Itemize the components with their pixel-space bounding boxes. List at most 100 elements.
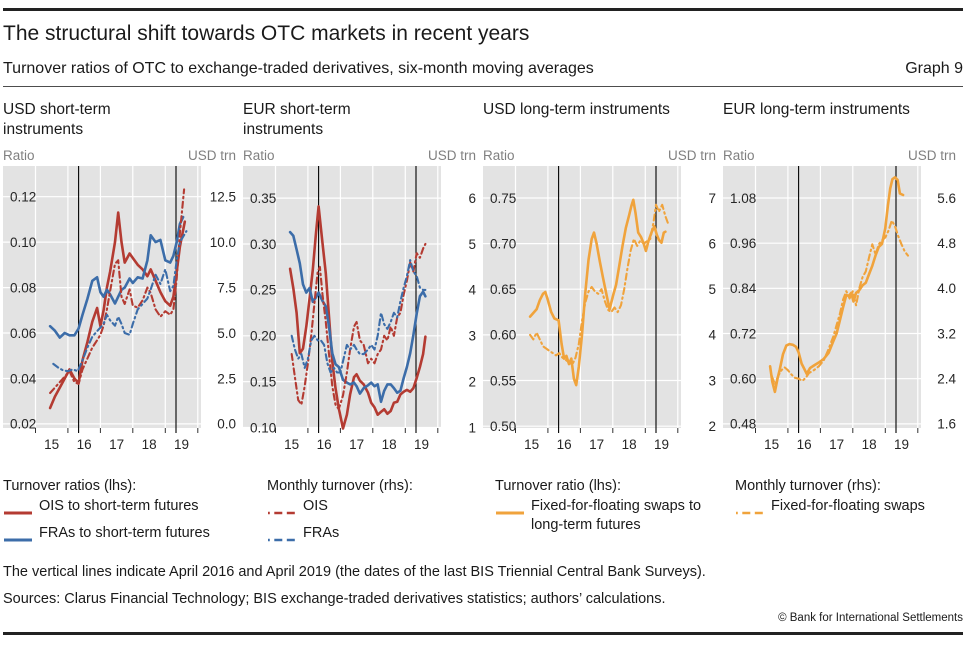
- panel-title: USD short-term instruments: [3, 101, 111, 139]
- right-axis-tick-label: 2: [708, 419, 716, 434]
- legend-item-fras: FRAs: [267, 524, 483, 549]
- left-axis-tick-label: 0.02: [10, 417, 36, 432]
- right-axis-unit-label: USD trn: [907, 148, 956, 164]
- axis-units-row: Ratio USD trn: [483, 144, 723, 166]
- series-line-fras-to-short-term-futures-ratio: [48, 216, 185, 340]
- legend-item-label: Fixed-for-floating swaps: [771, 498, 925, 515]
- right-axis-tick-label: 1.6: [937, 417, 956, 432]
- chart-panel-usd-short-term-instruments: USD short-term instruments Ratio USD trn 0.0…: [3, 100, 243, 464]
- left-axis-tick-label: 1.08: [730, 191, 756, 206]
- right-axis-tick-label: 5.6: [937, 191, 956, 206]
- left-axis-tick-label: 0.60: [730, 372, 756, 387]
- legend-header: Turnover ratios (lhs):: [3, 478, 137, 495]
- right-axis-unit-label: USD trn: [427, 148, 476, 164]
- plot-background: [3, 166, 201, 429]
- axis-units-row: Ratio USD trn: [3, 144, 243, 166]
- chart-svg: 0.48 0.60 0.72 0.84 0.96 1.08 1.6 2.4 3.2 4.0 4.8 5…: [723, 166, 956, 452]
- left-axis-unit-label: Ratio: [243, 148, 275, 164]
- bottom-rule: [3, 632, 963, 636]
- x-axis-tick-label: 19: [894, 437, 909, 452]
- right-axis-tick-label: 7.5: [217, 281, 236, 296]
- right-axis-tick-label: 3: [468, 329, 476, 344]
- right-axis-tick-label: 5: [468, 237, 476, 252]
- series-line-fixed-for-floating-swaps-monthly-turnover: [770, 219, 910, 386]
- series-line-fixed-for-floating-swaps-ratio: [768, 176, 905, 394]
- sources-text: Sources: Clarus Financial Technology; BI…: [3, 591, 666, 608]
- left-axis-tick-label: 0.10: [10, 235, 36, 250]
- chart-svg: 0.10 0.15 0.20 0.25 0.30 0.35 1 2 3 4 5 6 15 16 17 18 19: [243, 166, 476, 452]
- legend-swatch-svg: [4, 511, 32, 515]
- left-axis-tick-label: 0.10: [250, 421, 276, 436]
- right-axis-tick-label: 12.5: [210, 190, 236, 205]
- legend-header: Turnover ratio (lhs):: [495, 478, 621, 495]
- legend-item-label: FRAs: [303, 525, 340, 542]
- right-axis-tick-label: 6: [468, 191, 476, 206]
- chart-subtitle: Turnover ratios of OTC to exchange-trade…: [3, 60, 594, 78]
- right-axis-tick-label: 5.0: [217, 326, 236, 341]
- copyright-text: © Bank for International Settlements: [778, 612, 963, 625]
- chart-panel-usd-long-term-instruments: USD long-term instruments Ratio USD trn 0.5…: [483, 100, 723, 464]
- series-line-fixed-for-floating-swaps-ratio: [528, 198, 667, 387]
- footnote-text: The vertical lines indicate April 2016 a…: [3, 564, 706, 581]
- legend-item-label: OIS: [303, 498, 328, 515]
- x-axis-tick-label: 18: [622, 437, 637, 452]
- right-axis-tick-label: 2: [468, 375, 476, 390]
- right-axis-unit-label: USD trn: [667, 148, 716, 164]
- left-axis-tick-label: 0.84: [730, 281, 757, 296]
- left-axis-tick-label: 0.12: [10, 190, 36, 205]
- left-axis-tick-label: 0.65: [490, 282, 516, 297]
- left-axis-tick-label: 0.50: [490, 419, 516, 434]
- right-axis-tick-label: 2.4: [937, 372, 956, 387]
- legend-header: Monthly turnover (rhs):: [735, 478, 881, 495]
- right-axis-tick-label: 2.5: [217, 372, 236, 387]
- x-axis-tick-label: 16: [317, 437, 332, 452]
- panel-title: USD long-term instruments: [483, 101, 670, 119]
- right-axis-tick-label: 5: [708, 282, 716, 297]
- x-axis-tick-label: 19: [174, 437, 189, 452]
- legend-item-ois-to-short-term-futures: OIS to short-term futures: [3, 497, 243, 522]
- right-axis-tick-label: 6: [708, 237, 716, 252]
- series-line-fras-to-short-term-futures-ratio: [288, 231, 427, 404]
- legend-row: Turnover ratios (lhs): OIS to short-term …: [3, 478, 963, 551]
- legend-group-monthly-turnover-rhs: Monthly turnover (rhs): OIS FRAs: [243, 478, 483, 551]
- legend-item-fixed-for-floating-swaps: Fixed-for-floating swaps: [735, 497, 963, 522]
- right-axis-tick-label: 10.0: [210, 235, 236, 250]
- panel-title: EUR long-term instruments: [723, 101, 910, 119]
- series-line-ois-to-short-term-futures-ratio: [288, 205, 427, 431]
- series-line-fras-monthly-turnover: [52, 230, 188, 373]
- dashed-line-swatch-icon: [267, 497, 303, 522]
- right-axis-tick-label: 3.2: [937, 327, 956, 342]
- right-axis-unit-label: USD trn: [187, 148, 236, 164]
- legend-item-fixed-for-floating-swaps-to-long-term-futures: Fixed-for-floating swaps to long-term fu…: [495, 497, 723, 535]
- left-axis-tick-label: 0.15: [250, 375, 276, 390]
- right-axis-tick-label: 0.0: [217, 417, 236, 432]
- page-title: The structural shift towards OTC markets…: [3, 22, 530, 45]
- series-line-fras-monthly-turnover: [290, 259, 427, 374]
- right-axis-tick-label: 4: [468, 283, 476, 298]
- legend-header: Monthly turnover (rhs):: [267, 478, 413, 495]
- left-axis-unit-label: Ratio: [483, 148, 515, 164]
- top-rule: [3, 8, 963, 11]
- chart-svg: 0.50 0.55 0.60 0.65 0.70 0.75 2 3 4 5 6 7 15 16 17 18 19: [483, 166, 716, 452]
- legend-swatch-svg: [736, 512, 764, 515]
- left-axis-tick-label: 0.35: [250, 191, 276, 206]
- left-axis-tick-label: 0.08: [10, 281, 36, 296]
- legend-swatch-svg: [4, 538, 32, 542]
- x-axis-tick-label: 17: [349, 437, 364, 452]
- legend-item-ois: OIS: [267, 497, 483, 522]
- left-axis-unit-label: Ratio: [723, 148, 755, 164]
- series-line-fixed-for-floating-swaps-monthly-turnover: [529, 204, 670, 366]
- x-axis-tick-label: 16: [77, 437, 92, 452]
- axis-units-row: Ratio USD trn: [723, 144, 963, 166]
- x-axis-tick-label: 18: [862, 437, 877, 452]
- right-axis-tick-label: 4.0: [937, 281, 956, 296]
- x-axis-tick-label: 15: [44, 437, 59, 452]
- x-axis-tick-label: 16: [557, 437, 572, 452]
- dashed-line-swatch-icon: [267, 524, 303, 549]
- header-divider: [3, 86, 963, 88]
- right-axis-tick-label: 7: [708, 191, 716, 206]
- left-axis-unit-label: Ratio: [3, 148, 35, 164]
- x-axis-tick-label: 15: [524, 437, 539, 452]
- x-axis-tick-label: 15: [284, 437, 299, 452]
- legend-swatch-svg: [496, 511, 524, 515]
